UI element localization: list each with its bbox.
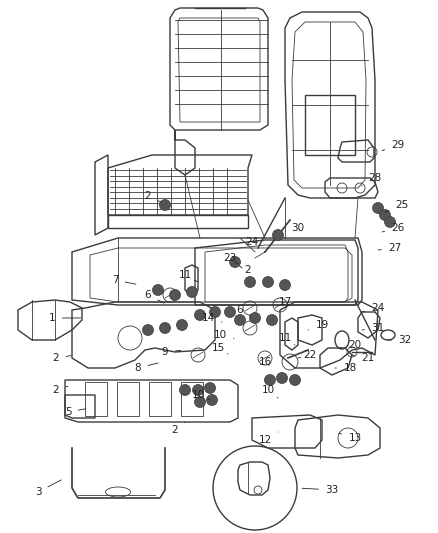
Text: 8: 8: [135, 363, 158, 373]
Circle shape: [372, 203, 384, 214]
Text: 16: 16: [258, 357, 272, 367]
Text: 10: 10: [261, 385, 278, 398]
Circle shape: [142, 325, 153, 335]
Text: 29: 29: [382, 140, 405, 151]
Text: 2: 2: [172, 422, 185, 435]
Text: 32: 32: [388, 335, 412, 345]
Circle shape: [250, 312, 261, 324]
Text: 17: 17: [279, 297, 292, 307]
Text: 24: 24: [245, 237, 265, 252]
Circle shape: [194, 397, 205, 408]
Circle shape: [177, 319, 187, 330]
Text: 14: 14: [201, 313, 222, 323]
Text: 9: 9: [162, 347, 181, 357]
Text: 15: 15: [212, 343, 228, 354]
Circle shape: [276, 373, 287, 384]
Circle shape: [152, 285, 163, 295]
Text: 26: 26: [382, 223, 405, 233]
Circle shape: [205, 383, 215, 393]
Text: 12: 12: [258, 432, 278, 445]
Text: 30: 30: [285, 223, 304, 238]
Circle shape: [192, 384, 204, 395]
Circle shape: [234, 314, 246, 326]
Circle shape: [159, 199, 170, 211]
Text: 6: 6: [145, 290, 164, 303]
Circle shape: [290, 375, 300, 385]
Text: 2: 2: [145, 191, 161, 202]
Circle shape: [209, 306, 220, 318]
Circle shape: [265, 375, 276, 385]
Text: 33: 33: [302, 485, 339, 495]
Text: 11: 11: [279, 333, 295, 345]
Text: 28: 28: [362, 173, 381, 186]
Text: 6: 6: [237, 305, 251, 316]
Text: 19: 19: [308, 320, 328, 330]
Text: 24: 24: [362, 303, 385, 313]
Circle shape: [266, 314, 278, 326]
Circle shape: [379, 209, 391, 221]
Circle shape: [385, 216, 396, 228]
Text: 18: 18: [335, 363, 357, 373]
Text: 3: 3: [35, 480, 61, 497]
Text: 13: 13: [339, 433, 362, 443]
Circle shape: [206, 394, 218, 406]
Text: 25: 25: [385, 200, 409, 212]
Circle shape: [244, 277, 255, 287]
Circle shape: [262, 277, 273, 287]
Text: 1: 1: [49, 313, 81, 323]
Text: 23: 23: [223, 253, 242, 268]
Text: 2: 2: [53, 353, 71, 363]
Text: 2: 2: [53, 385, 68, 395]
Text: 10: 10: [191, 390, 210, 400]
Circle shape: [213, 446, 297, 530]
Text: 22: 22: [298, 350, 317, 360]
Text: 11: 11: [178, 270, 198, 282]
Text: 31: 31: [362, 323, 385, 333]
Circle shape: [180, 384, 191, 395]
Circle shape: [187, 287, 198, 297]
Circle shape: [170, 289, 180, 301]
Circle shape: [159, 322, 170, 334]
Circle shape: [230, 256, 240, 268]
Text: 7: 7: [112, 275, 136, 285]
Text: 2: 2: [235, 262, 251, 275]
Circle shape: [279, 279, 290, 290]
Text: 5: 5: [65, 407, 86, 417]
Text: 21: 21: [352, 353, 374, 363]
Circle shape: [272, 230, 283, 240]
Text: 27: 27: [378, 243, 402, 253]
Text: 10: 10: [213, 330, 234, 340]
Text: 20: 20: [340, 340, 361, 350]
Circle shape: [194, 310, 205, 320]
Circle shape: [225, 306, 236, 318]
